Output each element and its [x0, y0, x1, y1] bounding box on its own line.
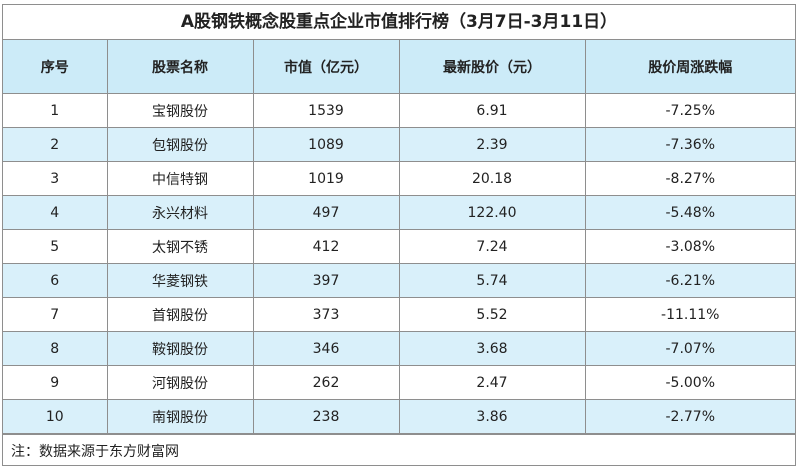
table-row: 6 华菱钢铁 397 5.74 -6.21% — [3, 263, 795, 298]
cell-market-cap: 1019 — [252, 161, 400, 196]
table-row: 9 河钢股份 262 2.47 -5.00% — [3, 365, 795, 400]
cell-latest-price: 6.91 — [398, 93, 586, 128]
table-row: 8 鞍钢股份 346 3.68 -7.07% — [3, 331, 795, 366]
table-row: 5 太钢不锈 412 7.24 -3.08% — [3, 229, 795, 264]
cell-market-cap: 397 — [252, 263, 400, 298]
table-row: 7 首钢股份 373 5.52 -11.11% — [3, 297, 795, 332]
source-note: 注：数据来源于东方财富网 — [3, 434, 795, 468]
cell-rank: 7 — [3, 297, 108, 332]
cell-market-cap: 262 — [252, 365, 400, 400]
cell-rank: 9 — [3, 365, 108, 400]
cell-weekly-change: -7.36% — [584, 127, 795, 162]
cell-stock-name: 河钢股份 — [106, 365, 254, 400]
header-market-cap: 市值（亿元） — [252, 40, 400, 94]
cell-stock-name: 南钢股份 — [106, 399, 254, 434]
cell-weekly-change: -2.77% — [584, 399, 795, 434]
ranking-table: 序号 股票名称 市值（亿元） 最新股价（元） 股价周涨跌幅 1 宝钢股份 1539 6… — [3, 40, 795, 434]
cell-stock-name: 太钢不锈 — [106, 229, 254, 264]
table-row: 1 宝钢股份 1539 6.91 -7.25% — [3, 93, 795, 128]
cell-weekly-change: -7.07% — [584, 331, 795, 366]
header-latest-price: 最新股价（元） — [398, 40, 586, 94]
header-rank: 序号 — [3, 40, 108, 94]
cell-latest-price: 5.52 — [398, 297, 586, 332]
cell-market-cap: 238 — [252, 399, 400, 434]
table-body: 1 宝钢股份 1539 6.91 -7.25% 2 包钢股份 1089 2.39 -7.36% 3 中… — [3, 93, 795, 434]
table-header-row: 序号 股票名称 市值（亿元） 最新股价（元） 股价周涨跌幅 — [3, 40, 795, 94]
cell-latest-price: 5.74 — [398, 263, 586, 298]
cell-market-cap: 373 — [252, 297, 400, 332]
cell-rank: 3 — [3, 161, 108, 196]
cell-market-cap: 346 — [252, 331, 400, 366]
cell-rank: 8 — [3, 331, 108, 366]
cell-weekly-change: -7.25% — [584, 93, 795, 128]
cell-rank: 2 — [3, 127, 108, 162]
cell-rank: 10 — [3, 399, 108, 434]
table-row: 2 包钢股份 1089 2.39 -7.36% — [3, 127, 795, 162]
table-title: A股钢铁概念股重点企业市值排行榜（3月7日-3月11日） — [3, 5, 795, 40]
cell-stock-name: 首钢股份 — [106, 297, 254, 332]
cell-latest-price: 20.18 — [398, 161, 586, 196]
ranking-table-card: A股钢铁概念股重点企业市值排行榜（3月7日-3月11日） 序号 股票名称 市值（… — [2, 4, 796, 466]
cell-stock-name: 鞍钢股份 — [106, 331, 254, 366]
cell-stock-name: 宝钢股份 — [106, 93, 254, 128]
cell-rank: 4 — [3, 195, 108, 230]
table-row: 10 南钢股份 238 3.86 -2.77% — [3, 399, 795, 434]
cell-weekly-change: -5.00% — [584, 365, 795, 400]
cell-rank: 6 — [3, 263, 108, 298]
cell-latest-price: 2.47 — [398, 365, 586, 400]
cell-stock-name: 永兴材料 — [106, 195, 254, 230]
cell-weekly-change: -3.08% — [584, 229, 795, 264]
cell-stock-name: 包钢股份 — [106, 127, 254, 162]
cell-market-cap: 497 — [252, 195, 400, 230]
header-weekly-change: 股价周涨跌幅 — [584, 40, 795, 94]
cell-latest-price: 3.68 — [398, 331, 586, 366]
cell-latest-price: 7.24 — [398, 229, 586, 264]
cell-latest-price: 2.39 — [398, 127, 586, 162]
cell-weekly-change: -6.21% — [584, 263, 795, 298]
cell-latest-price: 122.40 — [398, 195, 586, 230]
cell-rank: 5 — [3, 229, 108, 264]
cell-latest-price: 3.86 — [398, 399, 586, 434]
cell-weekly-change: -11.11% — [584, 297, 795, 332]
cell-weekly-change: -8.27% — [584, 161, 795, 196]
cell-stock-name: 华菱钢铁 — [106, 263, 254, 298]
cell-market-cap: 1539 — [252, 93, 400, 128]
cell-stock-name: 中信特钢 — [106, 161, 254, 196]
cell-market-cap: 1089 — [252, 127, 400, 162]
table-row: 3 中信特钢 1019 20.18 -8.27% — [3, 161, 795, 196]
table-row: 4 永兴材料 497 122.40 -5.48% — [3, 195, 795, 230]
header-stock-name: 股票名称 — [106, 40, 254, 94]
cell-market-cap: 412 — [252, 229, 400, 264]
cell-weekly-change: -5.48% — [584, 195, 795, 230]
cell-rank: 1 — [3, 93, 108, 128]
